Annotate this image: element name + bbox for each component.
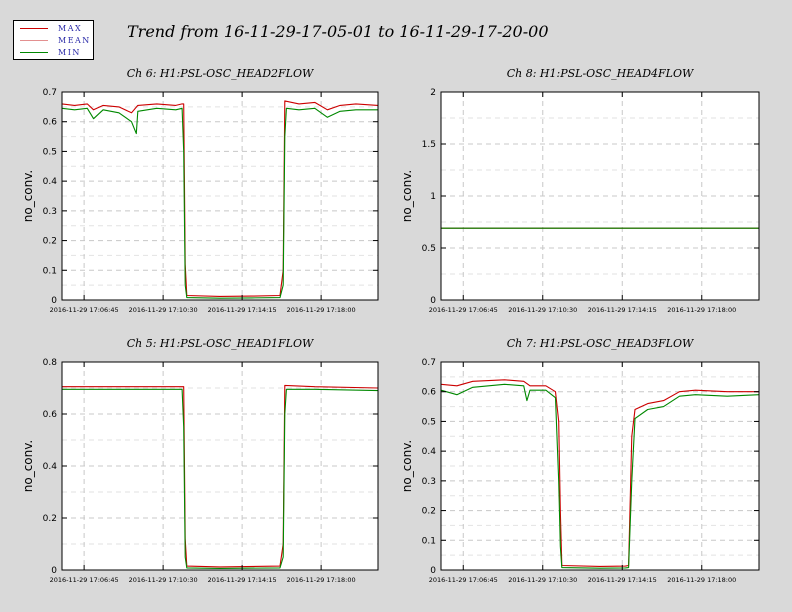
y-tick-label: 0.2 <box>43 237 57 247</box>
legend: MAX MEAN MIN <box>13 20 94 60</box>
x-tick-label: 2016-11-29 17:10:30 <box>508 306 577 314</box>
y-tick-label: 0.4 <box>422 447 437 457</box>
y-tick-label: 0.8 <box>43 358 58 368</box>
x-tick-label: 2016-11-29 17:06:45 <box>50 576 119 584</box>
y-tick-label: 0.5 <box>422 244 436 254</box>
legend-label-max: MAX <box>58 24 83 33</box>
chart-panel-1: 0 0.5 1 1.5 2 2016-11-29 17:06:45 2016-11-29 1… <box>400 67 760 314</box>
x-tick-label: 2016-11-29 17:14:15 <box>208 576 277 584</box>
y-tick-label: 1.5 <box>422 140 436 150</box>
x-tick-label: 2016-11-29 17:14:15 <box>588 306 657 314</box>
series-line-min <box>440 383 760 569</box>
y-tick-label: 1 <box>430 192 436 202</box>
x-tick-label: 2016-11-29 17:18:00 <box>287 576 356 584</box>
chart-title: Ch 6: H1:PSL-OSC_HEAD2FLOW <box>127 67 315 80</box>
y-tick-label: 0.2 <box>43 514 57 524</box>
legend-label-min: MIN <box>58 48 81 57</box>
y-axis-label: no_conv. <box>21 440 35 492</box>
y-tick-label: 0 <box>430 296 436 306</box>
x-tick-label: 2016-11-29 17:06:45 <box>429 306 498 314</box>
chart-panel-2: 0 0.2 0.4 0.6 0.8 2016-11-29 17:06:45 2016-11-… <box>21 337 379 584</box>
y-tick-label: 2 <box>430 88 436 98</box>
legend-item-mean: MEAN <box>18 35 94 47</box>
y-tick-label: 0.6 <box>43 118 58 128</box>
series-line-min <box>61 107 378 299</box>
y-tick-label: 0.1 <box>43 266 57 276</box>
legend-item-min: MIN <box>18 47 94 59</box>
x-tick-label: 2016-11-29 17:18:00 <box>287 306 356 314</box>
y-tick-label: 0.6 <box>43 410 58 420</box>
x-tick-label: 2016-11-29 17:10:30 <box>508 576 577 584</box>
y-tick-label: 0.7 <box>422 358 436 368</box>
y-tick-label: 0.7 <box>43 88 57 98</box>
y-tick-label: 0 <box>430 566 436 576</box>
x-tick-label: 2016-11-29 17:18:00 <box>667 576 736 584</box>
chart-title: Ch 5: H1:PSL-OSC_HEAD1FLOW <box>127 337 315 350</box>
y-tick-label: 0.4 <box>43 177 58 187</box>
x-tick-label: 2016-11-29 17:06:45 <box>50 306 119 314</box>
y-tick-label: 0 <box>51 296 57 306</box>
chart-title: Ch 7: H1:PSL-OSC_HEAD3FLOW <box>507 337 695 350</box>
y-tick-label: 0.1 <box>422 536 436 546</box>
y-axis-label: no_conv. <box>400 440 414 492</box>
chart-panel-3: 0 0.1 0.2 0.3 0.4 0.5 0.6 0.7 2016-11-29 17:06:4… <box>400 337 760 584</box>
x-tick-label: 2016-11-29 17:10:30 <box>129 576 198 584</box>
y-tick-label: 0.5 <box>43 147 57 157</box>
series-line-min <box>62 388 379 569</box>
legend-label-mean: MEAN <box>58 36 91 45</box>
legend-swatch-max <box>20 28 48 29</box>
chart-panel-0: 0 0.1 0.2 0.3 0.4 0.5 0.6 0.7 2016-11-29 17:06:4… <box>21 67 379 314</box>
x-tick-label: 2016-11-29 17:14:15 <box>588 576 657 584</box>
x-tick-label: 2016-11-29 17:10:30 <box>129 306 198 314</box>
x-tick-label: 2016-11-29 17:06:45 <box>429 576 498 584</box>
plot-frame <box>61 91 379 301</box>
y-tick-label: 0.6 <box>422 388 437 398</box>
series-line-max <box>440 379 759 567</box>
legend-swatch-min <box>20 52 48 53</box>
x-tick-label: 2016-11-29 17:14:15 <box>208 306 277 314</box>
y-tick-label: 0.5 <box>422 417 436 427</box>
y-tick-label: 0.3 <box>43 207 57 217</box>
y-tick-label: 0.2 <box>422 507 436 517</box>
series-line-max <box>62 384 379 568</box>
y-axis-label: no_conv. <box>400 170 414 222</box>
page-title: Trend from 16-11-29-17-05-01 to 16-11-29… <box>127 22 549 41</box>
y-axis-label: no_conv. <box>21 170 35 222</box>
y-tick-label: 0.4 <box>43 462 58 472</box>
y-tick-label: 0.3 <box>422 477 436 487</box>
chart-title: Ch 8: H1:PSL-OSC_HEAD4FLOW <box>507 67 695 80</box>
y-tick-label: 0 <box>51 566 57 576</box>
legend-item-max: MAX <box>18 23 94 35</box>
plot-frame <box>440 361 760 571</box>
x-tick-label: 2016-11-29 17:18:00 <box>667 306 736 314</box>
legend-swatch-mean <box>20 40 48 41</box>
